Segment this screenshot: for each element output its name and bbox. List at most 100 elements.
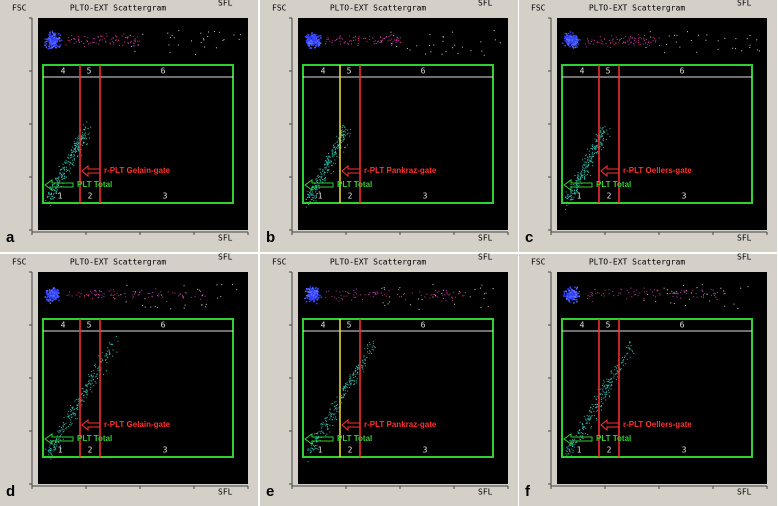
event-dot (110, 289, 112, 291)
event-dot (101, 359, 103, 361)
event-dot (59, 180, 61, 182)
event-dot (49, 448, 51, 450)
x-axis-label: SFL (218, 488, 233, 497)
event-dot (606, 378, 608, 380)
event-dot (353, 296, 355, 298)
event-dot (362, 371, 364, 373)
event-dot (50, 449, 52, 451)
event-dot (570, 199, 572, 201)
event-dot (51, 293, 54, 296)
event-dot (569, 296, 571, 298)
event-dot (94, 380, 96, 382)
event-dot (567, 295, 570, 297)
event-dot (53, 444, 55, 446)
event-dot (310, 298, 312, 301)
event-dot (329, 156, 331, 158)
event-dot (602, 138, 604, 140)
event-dot (343, 42, 345, 44)
event-dot (338, 37, 340, 39)
event-dot (52, 198, 54, 200)
event-dot (375, 294, 377, 296)
event-dot (572, 291, 575, 294)
event-dot (448, 294, 450, 296)
event-dot (348, 293, 350, 295)
event-dot (78, 40, 80, 42)
event-dot (396, 39, 398, 41)
event-dot (628, 37, 630, 39)
event-dot (361, 299, 363, 301)
event-dot (571, 295, 573, 298)
event-dot (600, 143, 602, 145)
rplt-arrow (600, 164, 620, 178)
event-dot (93, 365, 95, 367)
event-dot (390, 31, 392, 33)
rplt-arrow (341, 164, 361, 178)
event-dot (118, 39, 120, 41)
event-dot (67, 410, 69, 412)
event-dot (62, 421, 64, 423)
event-dot (105, 359, 107, 361)
event-dot (91, 377, 93, 379)
event-dot (53, 42, 55, 44)
event-dot (80, 140, 82, 142)
event-dot (55, 46, 57, 49)
event-dot (349, 375, 351, 377)
event-dot (51, 41, 53, 43)
event-dot (740, 287, 742, 289)
event-dot (59, 173, 61, 175)
event-dot (310, 294, 312, 297)
event-dot (578, 295, 581, 298)
event-dot (85, 391, 87, 393)
event-dot (324, 179, 326, 181)
event-dot (703, 297, 705, 299)
event-dot (92, 375, 94, 377)
event-dot (396, 40, 398, 42)
event-dot (321, 174, 323, 176)
event-dot (371, 348, 373, 350)
event-dot (58, 442, 60, 444)
event-dot (327, 38, 329, 40)
event-dot (344, 42, 346, 44)
event-dot (132, 35, 134, 37)
event-dot (97, 36, 99, 38)
event-dot (75, 408, 77, 410)
event-dot (315, 38, 318, 41)
event-dot (388, 290, 390, 292)
event-dot (569, 444, 571, 446)
event-dot (60, 447, 62, 449)
event-dot (600, 405, 602, 407)
event-dot (487, 305, 489, 307)
event-dot (315, 437, 317, 439)
event-dot (604, 126, 606, 128)
event-dot (580, 439, 582, 441)
event-dot (421, 298, 423, 300)
event-dot (88, 294, 90, 296)
event-dot (701, 290, 703, 292)
event-dot (341, 136, 343, 138)
event-dot (84, 126, 86, 128)
event-dot (103, 374, 105, 376)
event-dot (56, 39, 58, 41)
event-dot (349, 129, 351, 131)
event-dot (720, 287, 722, 289)
event-dot (403, 293, 405, 295)
event-dot (442, 36, 444, 38)
event-dot (385, 295, 387, 297)
event-dot (332, 425, 334, 427)
x-axis-label: SFL (478, 234, 493, 243)
region-number: 1 (318, 192, 323, 201)
event-dot (574, 299, 576, 301)
event-dot (577, 179, 579, 181)
event-dot (56, 184, 58, 186)
event-dot (85, 384, 87, 386)
event-dot (50, 294, 52, 297)
event-dot (590, 406, 592, 408)
event-dot (341, 134, 343, 136)
event-dot (201, 304, 203, 306)
event-dot (570, 455, 572, 457)
event-dot (594, 39, 596, 41)
event-dot (344, 390, 346, 392)
event-dot (604, 132, 606, 134)
event-dot (585, 428, 587, 430)
event-dot (340, 397, 342, 399)
